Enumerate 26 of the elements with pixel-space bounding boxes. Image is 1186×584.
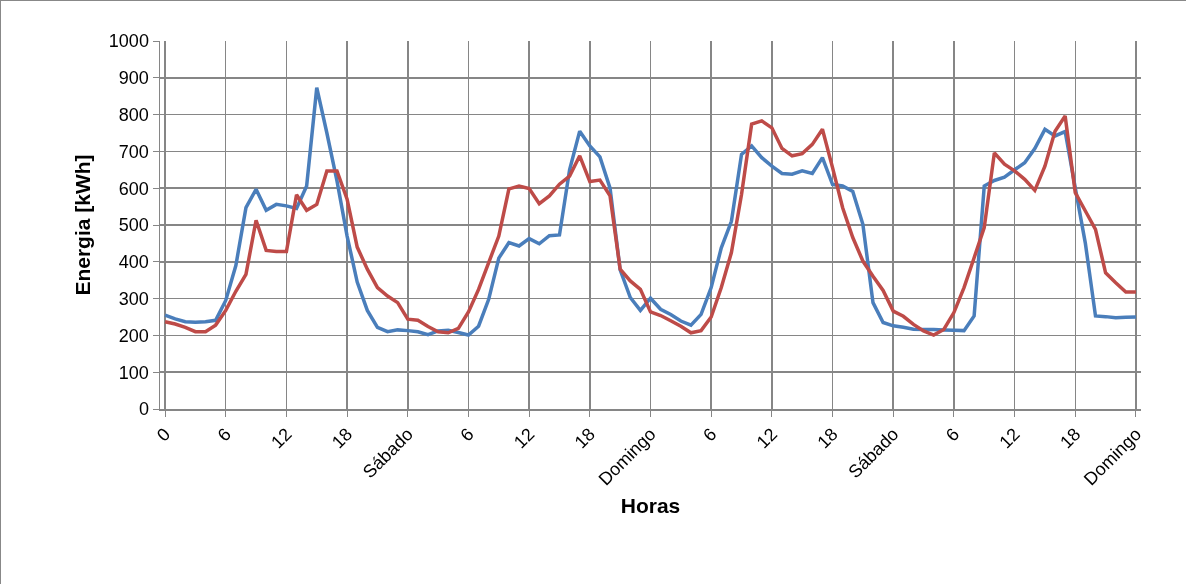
x-tick-label: 12	[995, 424, 1024, 453]
y-tick-label: 0	[138, 399, 149, 420]
y-tick-label: 500	[118, 215, 149, 236]
y-tick-label: 900	[118, 68, 149, 89]
x-tick-label: 6	[456, 424, 478, 446]
x-tick-label: 12	[510, 424, 539, 453]
x-tick-label: 6	[941, 424, 964, 446]
y-tick-label: 600	[118, 178, 149, 199]
x-tick-label: 0	[153, 424, 175, 446]
x-tick-label: 18	[570, 424, 600, 453]
y-tick-label: 700	[118, 141, 149, 162]
x-tick-label: 18	[327, 424, 357, 453]
y-axis-title: Energia [kWh]	[71, 154, 95, 296]
x-tick-label: 12	[752, 424, 782, 453]
y-tick-label: 400	[118, 252, 149, 273]
x-tick-label: 6	[213, 424, 235, 446]
x-tick-label: 18	[1056, 424, 1085, 453]
y-tick-label: 100	[118, 362, 149, 383]
x-tick-label: 18	[813, 424, 842, 453]
y-tick-label: 300	[118, 288, 149, 309]
y-tick-label: 1000	[108, 31, 149, 52]
x-tick-label: 6	[699, 424, 721, 446]
y-tick-label: 800	[118, 104, 149, 125]
y-tick-label: 200	[118, 325, 149, 346]
x-axis-title: Horas	[620, 494, 681, 518]
x-tick-label: 12	[267, 424, 296, 453]
